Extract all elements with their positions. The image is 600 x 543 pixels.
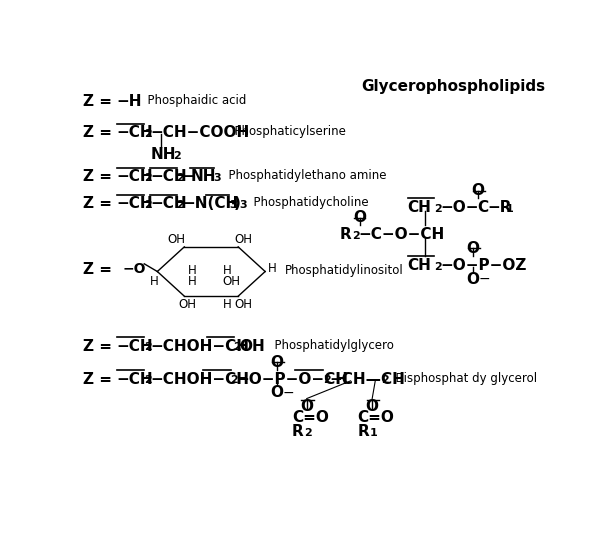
Text: −CH: −CH [116,125,153,140]
Text: Glycerophospholipids: Glycerophospholipids [361,79,545,94]
Text: 2: 2 [144,342,152,352]
Text: Phosphaidic acid: Phosphaidic acid [140,94,246,108]
Text: OH: OH [235,299,253,312]
Text: Phosphaticylserine: Phosphaticylserine [227,125,346,138]
Text: H: H [149,275,158,288]
Text: OH: OH [235,233,253,246]
Text: 2: 2 [323,375,331,386]
Text: −CH: −CH [116,338,153,353]
Text: 2: 2 [144,375,152,386]
Text: R: R [292,424,304,439]
Text: 1: 1 [370,428,377,438]
Text: −CHOH−CH: −CHOH−CH [151,338,250,353]
Text: −CH: −CH [151,169,187,184]
Text: −N(CH: −N(CH [183,196,239,211]
Text: O: O [300,399,313,414]
Text: C=O: C=O [358,410,394,425]
Text: C: C [477,200,488,215]
Text: −CH: −CH [116,196,153,211]
Text: CH: CH [407,258,431,273]
Text: Phosphatidylglycero: Phosphatidylglycero [268,338,394,351]
Text: Z =: Z = [83,196,117,211]
Text: 2: 2 [434,262,442,272]
Text: −CH: −CH [116,371,153,387]
Text: 2: 2 [380,375,388,386]
Text: −CHOH−CH: −CHOH−CH [151,371,250,387]
Text: Z =: Z = [83,371,117,387]
Text: 2: 2 [176,173,184,183]
Text: 2: 2 [173,150,181,161]
Text: 2: 2 [144,129,152,139]
Text: 2: 2 [233,342,241,352]
Text: Z =: Z = [83,94,117,110]
Text: O: O [472,183,485,198]
Text: 2: 2 [434,204,442,214]
Text: H: H [223,299,232,312]
Text: Bisphosphat dy glycerol: Bisphosphat dy glycerol [388,371,538,384]
Text: Z =: Z = [83,169,117,184]
Text: OH: OH [178,299,196,312]
Text: 2: 2 [144,200,152,210]
Text: −C−O−CH: −C−O−CH [358,227,445,242]
Text: Phosphatidylinositol: Phosphatidylinositol [284,264,403,277]
Text: O: O [466,241,479,256]
Text: NH: NH [151,147,176,162]
Text: Z =: Z = [83,125,117,140]
Text: C=O: C=O [292,410,329,425]
Text: Phosphatidycholine: Phosphatidycholine [246,196,368,209]
Text: O: O [271,355,284,370]
Text: CH: CH [407,200,431,215]
Text: −O−P−OZ: −O−P−OZ [440,258,526,273]
Text: Phosphatidylethano amine: Phosphatidylethano amine [221,169,387,182]
Text: OH: OH [167,233,185,246]
Text: H: H [268,262,276,275]
Text: −CH: −CH [151,196,187,211]
Text: H: H [223,264,232,277]
Text: Z =: Z = [83,338,117,353]
Text: ): ) [233,196,241,211]
Text: OH: OH [240,338,265,353]
Text: −O−: −O− [440,200,478,215]
Text: OH: OH [223,275,241,288]
Text: 2: 2 [144,173,152,183]
Text: H: H [188,275,197,288]
Text: 3: 3 [229,200,236,210]
Text: −O: −O [123,262,146,275]
Text: −H: −H [116,94,142,110]
Text: O: O [271,386,284,401]
Text: 1: 1 [505,204,513,214]
Text: O: O [365,399,378,414]
Text: O: O [353,210,366,225]
Text: 3: 3 [214,173,221,183]
Text: 2: 2 [176,200,184,210]
Text: NH: NH [190,169,216,184]
Text: −R: −R [487,200,511,215]
Text: −: − [478,272,490,286]
Text: 2: 2 [304,428,312,438]
Text: 2: 2 [352,231,360,241]
Text: −O−P−O−CH: −O−P−O−CH [236,371,349,387]
Text: −CH: −CH [116,169,153,184]
Text: R: R [358,424,370,439]
Text: 3: 3 [240,200,247,210]
Text: H: H [188,264,197,277]
Text: R: R [340,227,352,242]
Text: −CH—CH: −CH—CH [329,371,405,387]
Text: −CH−COOH: −CH−COOH [151,125,250,140]
Text: 2: 2 [230,375,238,386]
Text: O: O [466,272,479,287]
Text: Z =: Z = [83,262,112,276]
Text: −: − [183,169,196,184]
Text: −: − [283,386,295,400]
